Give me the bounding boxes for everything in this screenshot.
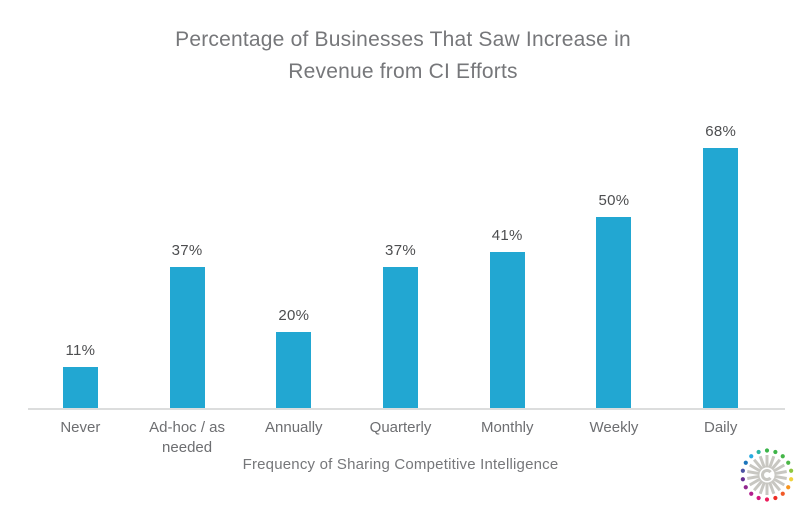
logo-dot — [789, 468, 794, 473]
bar-value-label: 68% — [705, 123, 737, 140]
logo-ray — [768, 481, 776, 495]
logo-ray — [768, 455, 776, 469]
logo-dot — [789, 477, 794, 482]
x-axis-line — [28, 408, 785, 410]
logo-ray — [747, 474, 760, 480]
logo-dot — [764, 448, 770, 453]
logo-dot — [743, 485, 748, 490]
logo-ray — [772, 477, 786, 487]
logo-ray — [752, 458, 764, 471]
bar-value-label: 37% — [171, 242, 203, 259]
chart-title: Percentage of Businesses That Saw Increa… — [0, 24, 806, 87]
logo-ray — [772, 463, 786, 473]
logo-ray — [770, 458, 782, 471]
logo-dot — [786, 460, 791, 465]
logo-ray — [748, 477, 762, 487]
category-label: Weekly — [589, 419, 639, 436]
bar-column: 68% — [667, 100, 774, 409]
logo-dot — [740, 468, 745, 473]
category-label: Daily — [704, 419, 738, 436]
bar-column: 37% — [347, 100, 454, 409]
logo-ray — [774, 470, 787, 476]
crayon-starburst-logo — [740, 448, 794, 502]
logo-dot — [780, 491, 785, 496]
x-axis-title: Frequency of Sharing Competitive Intelli… — [242, 456, 559, 473]
bar — [62, 367, 98, 409]
plot-area: 11% 37% 20% 37% 41% 50% 68% — [27, 100, 774, 409]
bar-value-label: 41% — [491, 227, 523, 244]
bar-column: 11% — [27, 100, 134, 409]
logo-dot — [786, 485, 791, 490]
bar-value-label: 20% — [278, 307, 310, 324]
logo-dot — [773, 495, 778, 501]
bar-column: 20% — [240, 100, 347, 409]
logo-dot — [749, 491, 754, 496]
chart-title-line2: Revenue from CI Efforts — [288, 59, 518, 83]
category-label: Quarterly — [369, 419, 432, 436]
bar-column: 50% — [561, 100, 668, 409]
logo-dot — [773, 449, 778, 455]
logo-ray — [748, 463, 762, 473]
bar — [169, 267, 205, 409]
bar — [703, 148, 739, 409]
logo-ray — [758, 455, 766, 469]
logo-dot — [749, 454, 754, 459]
chart-title-line1: Percentage of Businesses That Saw Increa… — [175, 28, 631, 51]
bar — [276, 332, 312, 409]
logo-dot — [756, 449, 761, 455]
logo-dot — [740, 477, 745, 482]
bar-value-label: 50% — [598, 192, 630, 209]
category-label: Monthly — [480, 419, 534, 436]
logo-dot — [743, 460, 748, 465]
category-label: Ad-hoc / as needed — [149, 419, 226, 456]
bar — [596, 217, 632, 409]
bar — [383, 267, 419, 409]
bar — [489, 252, 525, 409]
bar-value-label: 37% — [385, 242, 416, 259]
bar-value-label: 11% — [65, 342, 96, 359]
logo-dot — [756, 495, 761, 501]
category-label: Never — [60, 419, 101, 436]
category-label: Annually — [265, 419, 323, 436]
logo-ray — [758, 481, 766, 495]
bar-column: 41% — [454, 100, 561, 409]
logo-ray — [774, 474, 787, 480]
logo-ray — [770, 479, 782, 492]
bar-column: 37% — [134, 100, 241, 409]
logo-ray — [752, 479, 764, 492]
logo-dot — [780, 454, 785, 459]
category-axis: Never Ad-hoc / as needed Annually Quarterly… — [27, 418, 774, 457]
logo-ray — [747, 470, 760, 476]
logo-c-mark — [761, 469, 773, 481]
logo-dot — [764, 497, 770, 502]
